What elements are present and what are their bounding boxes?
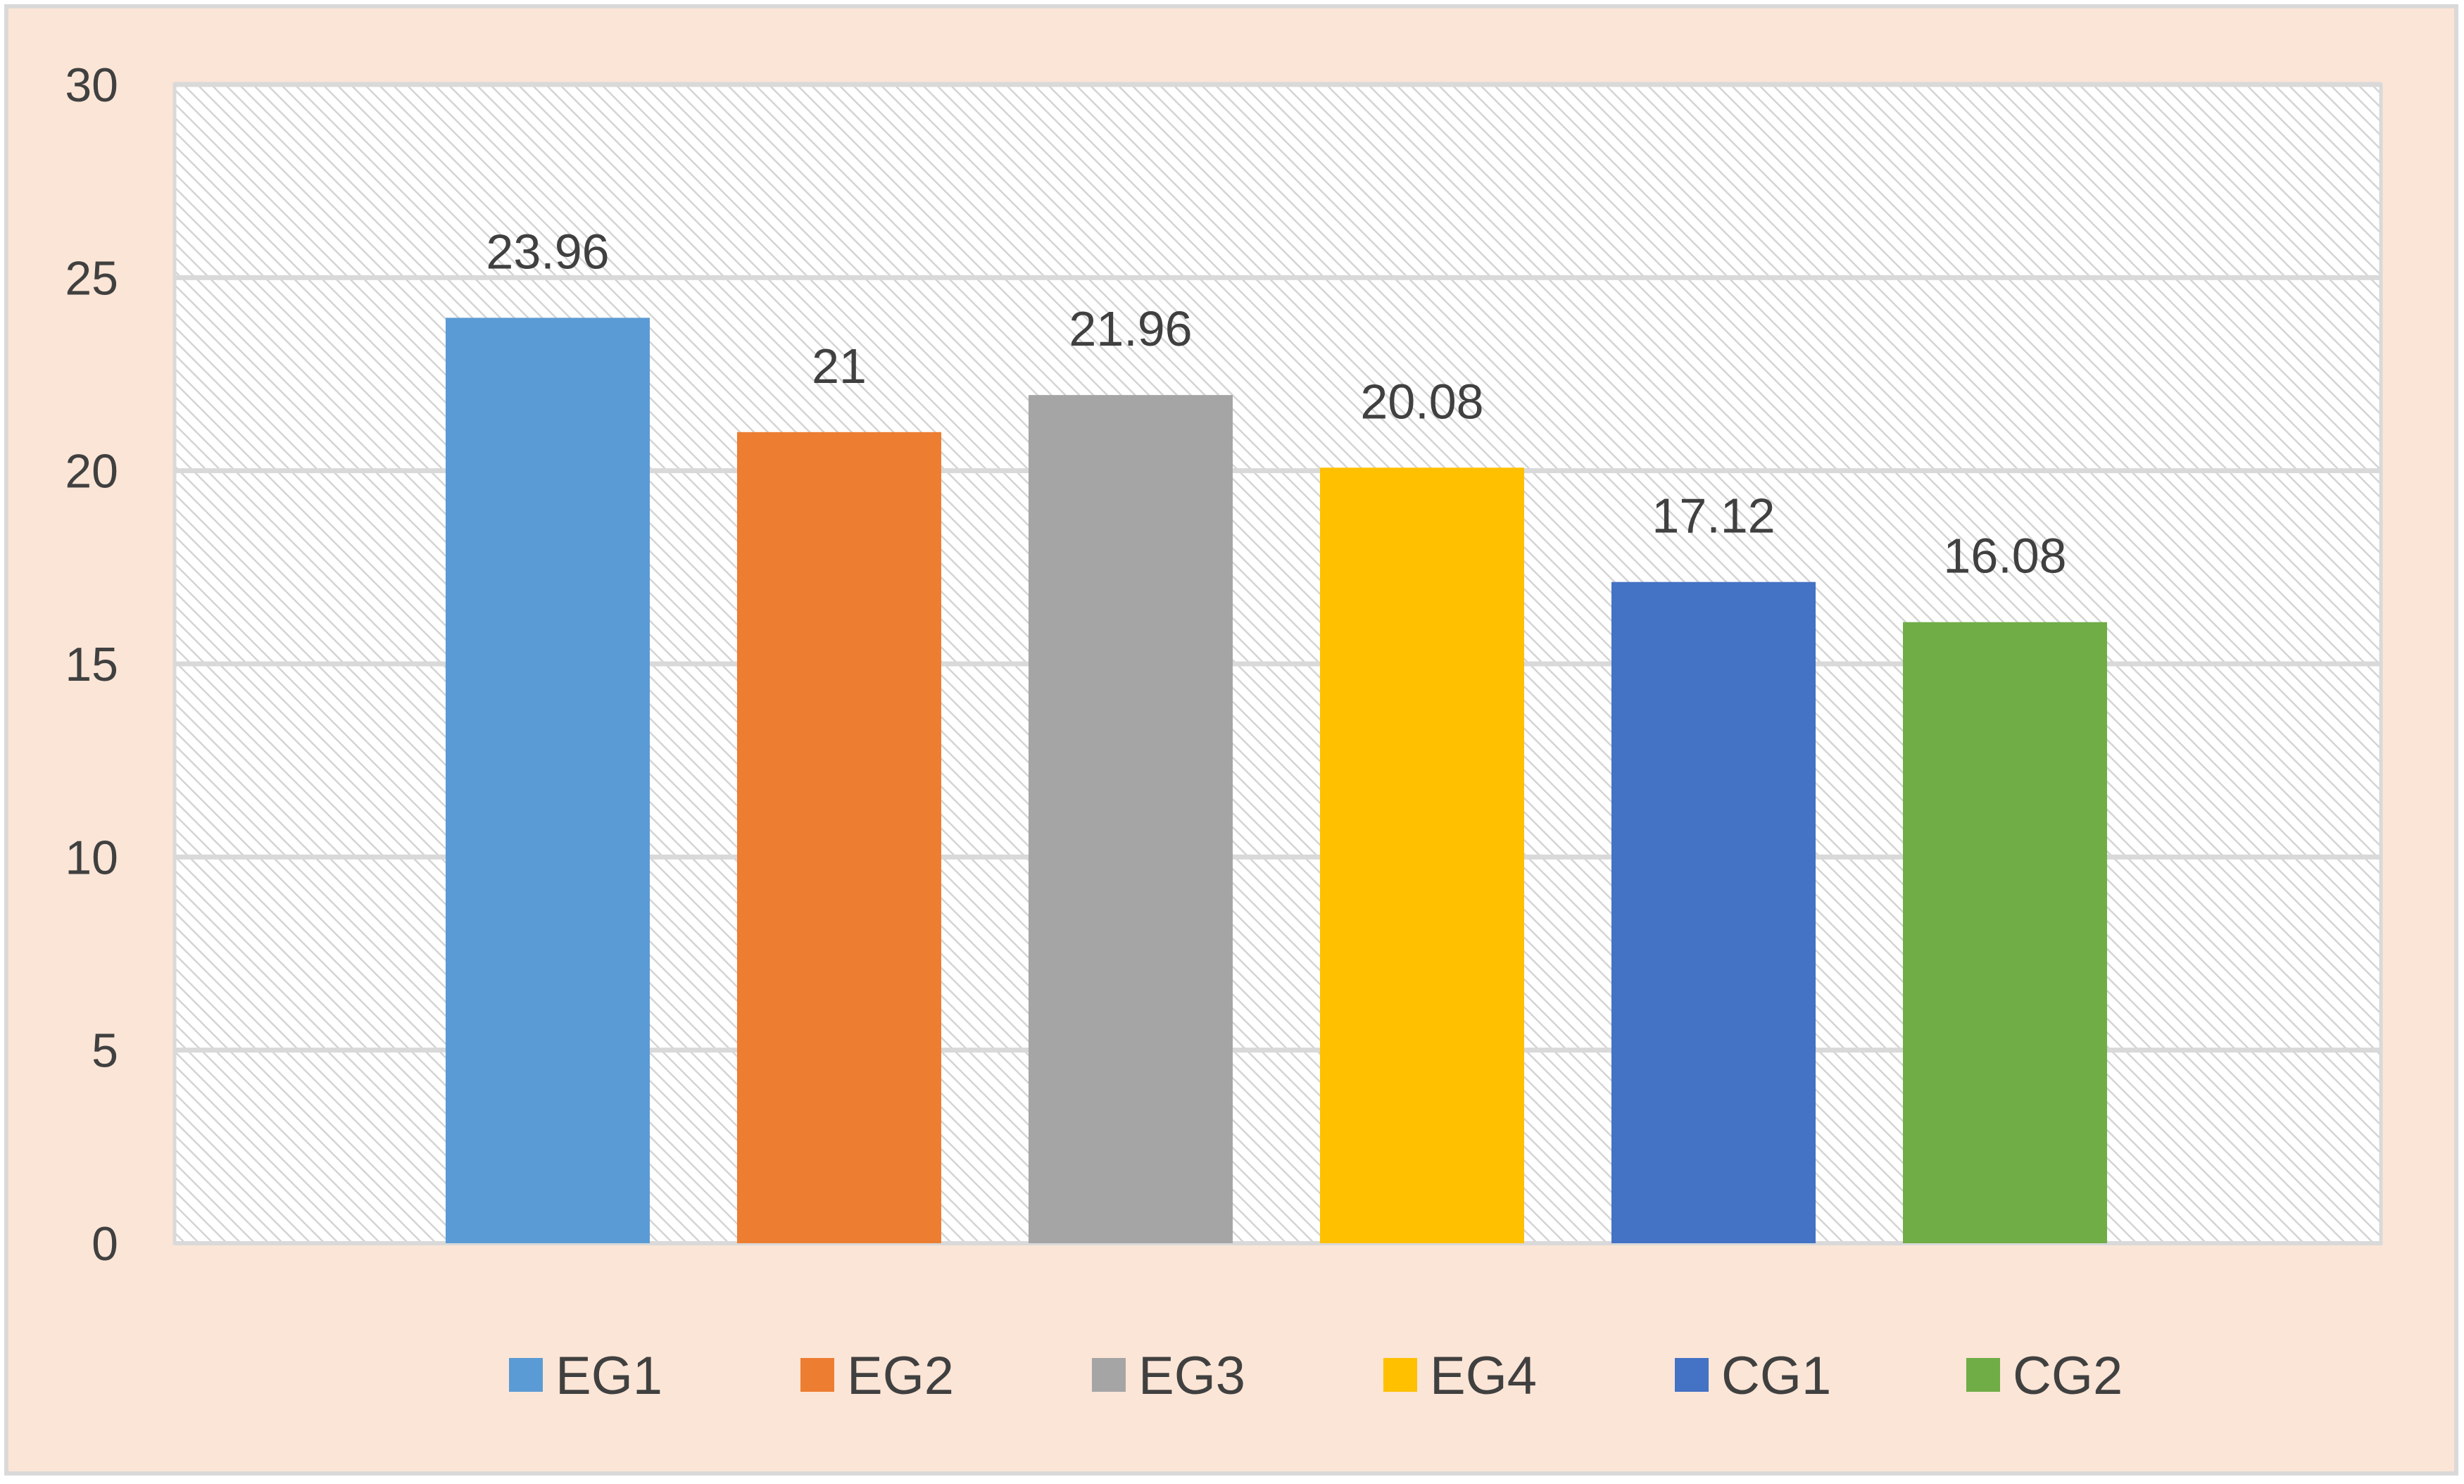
y-axis: 0 5 10 15 20 25 30 xyxy=(65,58,118,1271)
data-label-eg3: 21.96 xyxy=(1069,301,1192,356)
legend-label: EG1 xyxy=(555,1346,662,1406)
legend-item-eg4[interactable]: EG4 xyxy=(1383,1346,1537,1406)
legend[interactable]: EG1 EG2 EG3 EG4 CG1 CG2 xyxy=(509,1346,2123,1406)
bar-cg2[interactable] xyxy=(1903,622,2107,1243)
data-label-cg2: 16.08 xyxy=(1943,529,2066,584)
legend-swatch xyxy=(1966,1358,2000,1392)
data-label-eg2: 21 xyxy=(812,339,867,394)
legend-item-eg2[interactable]: EG2 xyxy=(800,1346,954,1406)
legend-swatch xyxy=(509,1358,543,1392)
data-label-eg1: 23.96 xyxy=(486,224,609,279)
y-tick-label: 30 xyxy=(65,58,118,112)
legend-item-eg1[interactable]: EG1 xyxy=(509,1346,662,1406)
legend-item-cg2[interactable]: CG2 xyxy=(1966,1346,2123,1406)
legend-label: CG1 xyxy=(1721,1346,1831,1406)
y-tick-label: 5 xyxy=(92,1024,118,1078)
bar-eg4[interactable] xyxy=(1320,467,1524,1243)
legend-label: EG2 xyxy=(847,1346,954,1406)
y-tick-label: 10 xyxy=(65,831,118,884)
data-labels: 23.96 21 21.96 20.08 17.12 16.08 xyxy=(486,224,2066,583)
legend-label: EG4 xyxy=(1430,1346,1537,1406)
bar-cg1[interactable] xyxy=(1611,581,1816,1243)
bars xyxy=(446,317,2107,1244)
y-tick-label: 20 xyxy=(65,445,118,498)
legend-label: EG3 xyxy=(1138,1346,1245,1406)
data-label-eg4: 20.08 xyxy=(1360,374,1483,429)
legend-item-cg1[interactable]: CG1 xyxy=(1675,1346,1831,1406)
y-tick-label: 15 xyxy=(65,638,118,691)
legend-swatch xyxy=(1675,1358,1709,1392)
legend-item-eg3[interactable]: EG3 xyxy=(1092,1346,1245,1406)
legend-swatch xyxy=(1092,1358,1126,1392)
data-label-cg1: 17.12 xyxy=(1652,489,1775,543)
legend-swatch xyxy=(800,1358,834,1392)
bar-eg1[interactable] xyxy=(446,317,650,1243)
legend-swatch xyxy=(1383,1358,1417,1392)
legend-label: CG2 xyxy=(2013,1346,2123,1406)
y-tick-label: 0 xyxy=(92,1217,118,1271)
y-tick-label: 25 xyxy=(65,251,118,305)
bar-eg2[interactable] xyxy=(737,432,941,1243)
bar-eg3[interactable] xyxy=(1029,395,1233,1244)
